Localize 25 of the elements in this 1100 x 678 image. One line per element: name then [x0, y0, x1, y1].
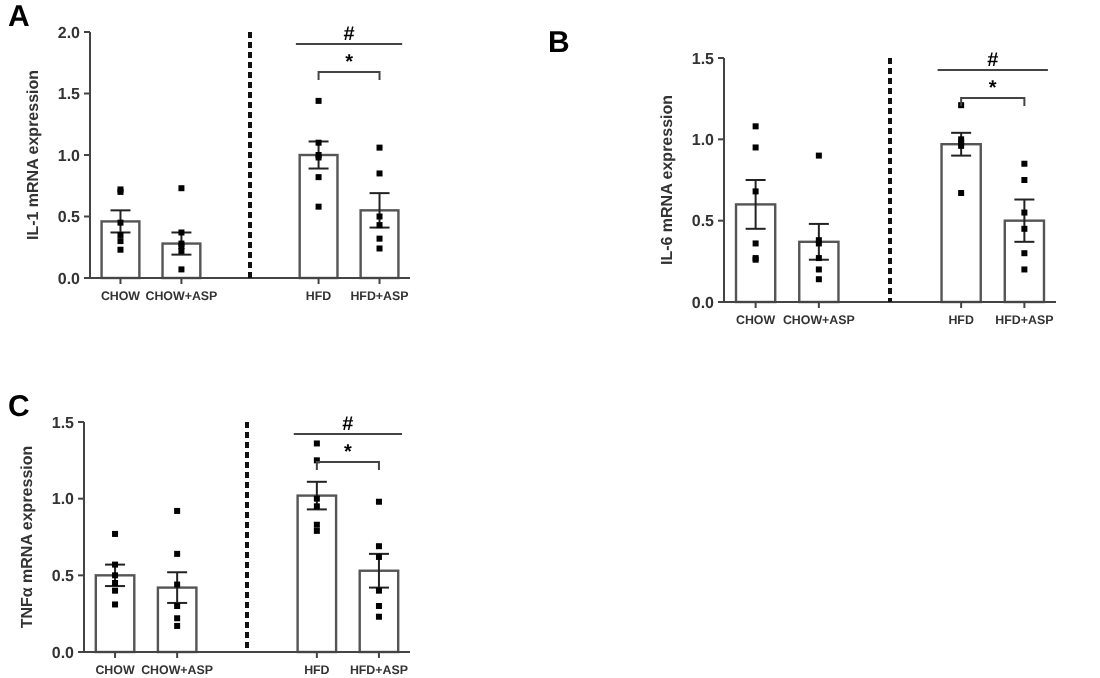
chart-title: C — [8, 390, 30, 424]
y-tick-label: 1.0 — [691, 130, 716, 149]
y-tick-label: 2.0 — [57, 23, 82, 42]
y-axis-title: TNFα mRNA expression — [18, 445, 36, 629]
annotation: # — [343, 24, 356, 46]
annotation: * — [345, 52, 354, 74]
annotation: * — [344, 442, 352, 464]
y-tick-label: 0.0 — [51, 643, 76, 662]
y-tick-label: 0.5 — [691, 212, 716, 231]
annotation: # — [987, 50, 1000, 72]
annotation: # — [342, 414, 355, 436]
y-tick-label: 1.0 — [51, 490, 76, 509]
y-axis-title: IL-6 mRNA expression — [658, 94, 676, 266]
y-tick-label: 1.5 — [691, 49, 716, 68]
y-axis-title: IL-1 mRNA expression — [24, 69, 42, 241]
y-tick-label: 0.5 — [57, 208, 82, 227]
y-tick-label: 0.0 — [57, 269, 82, 288]
y-tick-label: 1.5 — [57, 85, 82, 104]
y-tick-label: 0.5 — [51, 566, 76, 585]
y-tick-label: 0.0 — [691, 293, 716, 312]
chart-title: A — [8, 0, 30, 34]
chart-title: B — [548, 26, 570, 60]
y-tick-label: 1.0 — [57, 146, 82, 165]
y-tick-label: 1.5 — [51, 413, 76, 432]
annotation: * — [988, 78, 997, 100]
